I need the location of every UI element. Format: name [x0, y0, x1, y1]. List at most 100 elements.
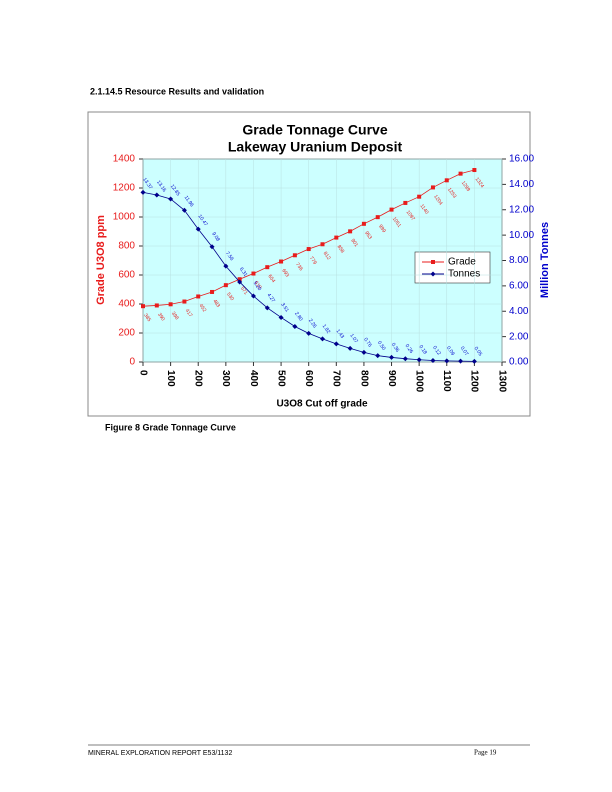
tonnes-marker [416, 357, 422, 363]
legend-marker [430, 271, 436, 277]
data-label: 2.80 [293, 311, 304, 323]
data-label: 953 [363, 230, 373, 240]
data-label: 693 [280, 268, 290, 278]
tonnes-marker [278, 314, 284, 320]
grade-marker [237, 277, 242, 282]
data-label: 1097 [405, 209, 416, 222]
tonnes-marker [458, 358, 464, 364]
x-tick-label: 600 [303, 370, 314, 387]
grade-marker [279, 259, 284, 264]
y-tick-label: 1400 [113, 154, 136, 165]
legend-label: Grade [448, 257, 476, 268]
grade-marker [196, 294, 201, 299]
data-label: 0.05 [473, 346, 484, 358]
tonnes-marker [209, 244, 215, 250]
tonnes-marker [333, 341, 339, 347]
x-tick-label: 200 [193, 370, 204, 387]
data-label: 0.07 [459, 346, 470, 358]
data-label: 2.26 [307, 318, 318, 330]
y2-tick-label: 2.00 [509, 331, 529, 342]
y-tick-label: 800 [118, 241, 135, 252]
tonnes-marker [264, 305, 270, 311]
data-label: 779 [308, 256, 318, 266]
tonnes-marker [154, 192, 160, 198]
legend-label: Tonnes [448, 269, 480, 280]
grade-marker [306, 247, 311, 252]
grade-marker [444, 178, 449, 183]
data-label: 1.07 [348, 333, 359, 345]
x-axis-title: U3O8 Cut off grade [276, 399, 368, 410]
data-label: 6.31 [238, 266, 249, 278]
tonnes-marker [195, 226, 201, 232]
grade-marker [417, 194, 422, 199]
tonnes-marker [347, 345, 353, 351]
grade-marker [348, 229, 353, 234]
x-tick-label: 700 [331, 370, 342, 387]
y-tick-label: 1200 [113, 183, 136, 194]
tonnes-marker [306, 330, 312, 336]
data-label: 1051 [391, 216, 402, 229]
y2-tick-label: 16.00 [509, 154, 534, 165]
grade-marker [251, 271, 256, 276]
y-tick-label: 0 [129, 357, 135, 368]
x-tick-label: 1300 [496, 370, 507, 393]
data-label: 1253 [446, 187, 457, 200]
x-tick-label: 100 [165, 370, 176, 387]
data-label: 390 [156, 312, 166, 322]
grade-marker [265, 265, 270, 270]
data-label: 571 [239, 286, 249, 296]
data-label: 1299 [460, 180, 471, 193]
y-tick-label: 200 [118, 328, 135, 339]
x-tick-label: 1100 [441, 370, 452, 392]
grade-marker [375, 215, 380, 220]
grade-marker [334, 235, 339, 240]
y2-tick-label: 6.00 [509, 281, 529, 292]
data-label: 858 [336, 244, 346, 254]
data-label: 610 [253, 280, 263, 290]
y2-tick-label: 14.00 [509, 179, 534, 190]
tonnes-marker [375, 353, 381, 359]
data-label: 3.51 [279, 302, 290, 314]
tonnes-marker [471, 358, 477, 364]
data-label: 1204 [432, 194, 443, 207]
x-tick-label: 800 [358, 370, 369, 387]
x-tick-label: 500 [275, 370, 286, 387]
chart-subtitle: Lakeway Uranium Deposit [228, 139, 403, 155]
data-label: 483 [211, 298, 221, 308]
y-tick-label: 1000 [113, 212, 136, 223]
tonnes-marker [430, 357, 436, 363]
x-tick-label: 900 [386, 370, 397, 387]
data-label: 1.82 [321, 323, 332, 335]
data-label: 530 [225, 292, 235, 302]
footer-left: MINERAL EXPLORATION REPORT E53/1132 [88, 750, 232, 757]
y-tick-label: 400 [118, 299, 135, 310]
x-tick-label: 0 [137, 370, 148, 376]
tonnes-marker [181, 207, 187, 213]
data-label: 0.26 [404, 343, 415, 355]
tonnes-marker [389, 354, 395, 360]
grade-marker [458, 171, 463, 176]
data-label: 901 [349, 238, 359, 248]
grade-marker [182, 299, 187, 304]
grade-marker [320, 242, 325, 247]
data-label: 9.08 [210, 231, 221, 243]
chart-title: Grade Tonnage Curve [242, 122, 387, 138]
tonnes-marker [361, 349, 367, 355]
data-label: 1324 [474, 176, 485, 189]
grade-marker [430, 185, 435, 190]
data-label: 4.27 [266, 292, 277, 304]
y2-tick-label: 12.00 [509, 204, 534, 215]
grade-marker [210, 289, 215, 294]
data-label: 385 [142, 313, 152, 323]
y2-tick-label: 0.00 [509, 357, 529, 368]
y2-tick-label: 4.00 [509, 306, 529, 317]
x-tick-label: 1000 [414, 370, 425, 393]
figure-caption: Figure 8 Grade Tonnage Curve [105, 422, 236, 432]
grade-marker [141, 304, 145, 309]
footer-right: Page 19 [474, 749, 497, 757]
data-label: 398 [170, 311, 180, 321]
tonnes-marker [140, 189, 146, 195]
tonnes-marker [250, 293, 256, 299]
data-label: 999 [377, 224, 387, 234]
